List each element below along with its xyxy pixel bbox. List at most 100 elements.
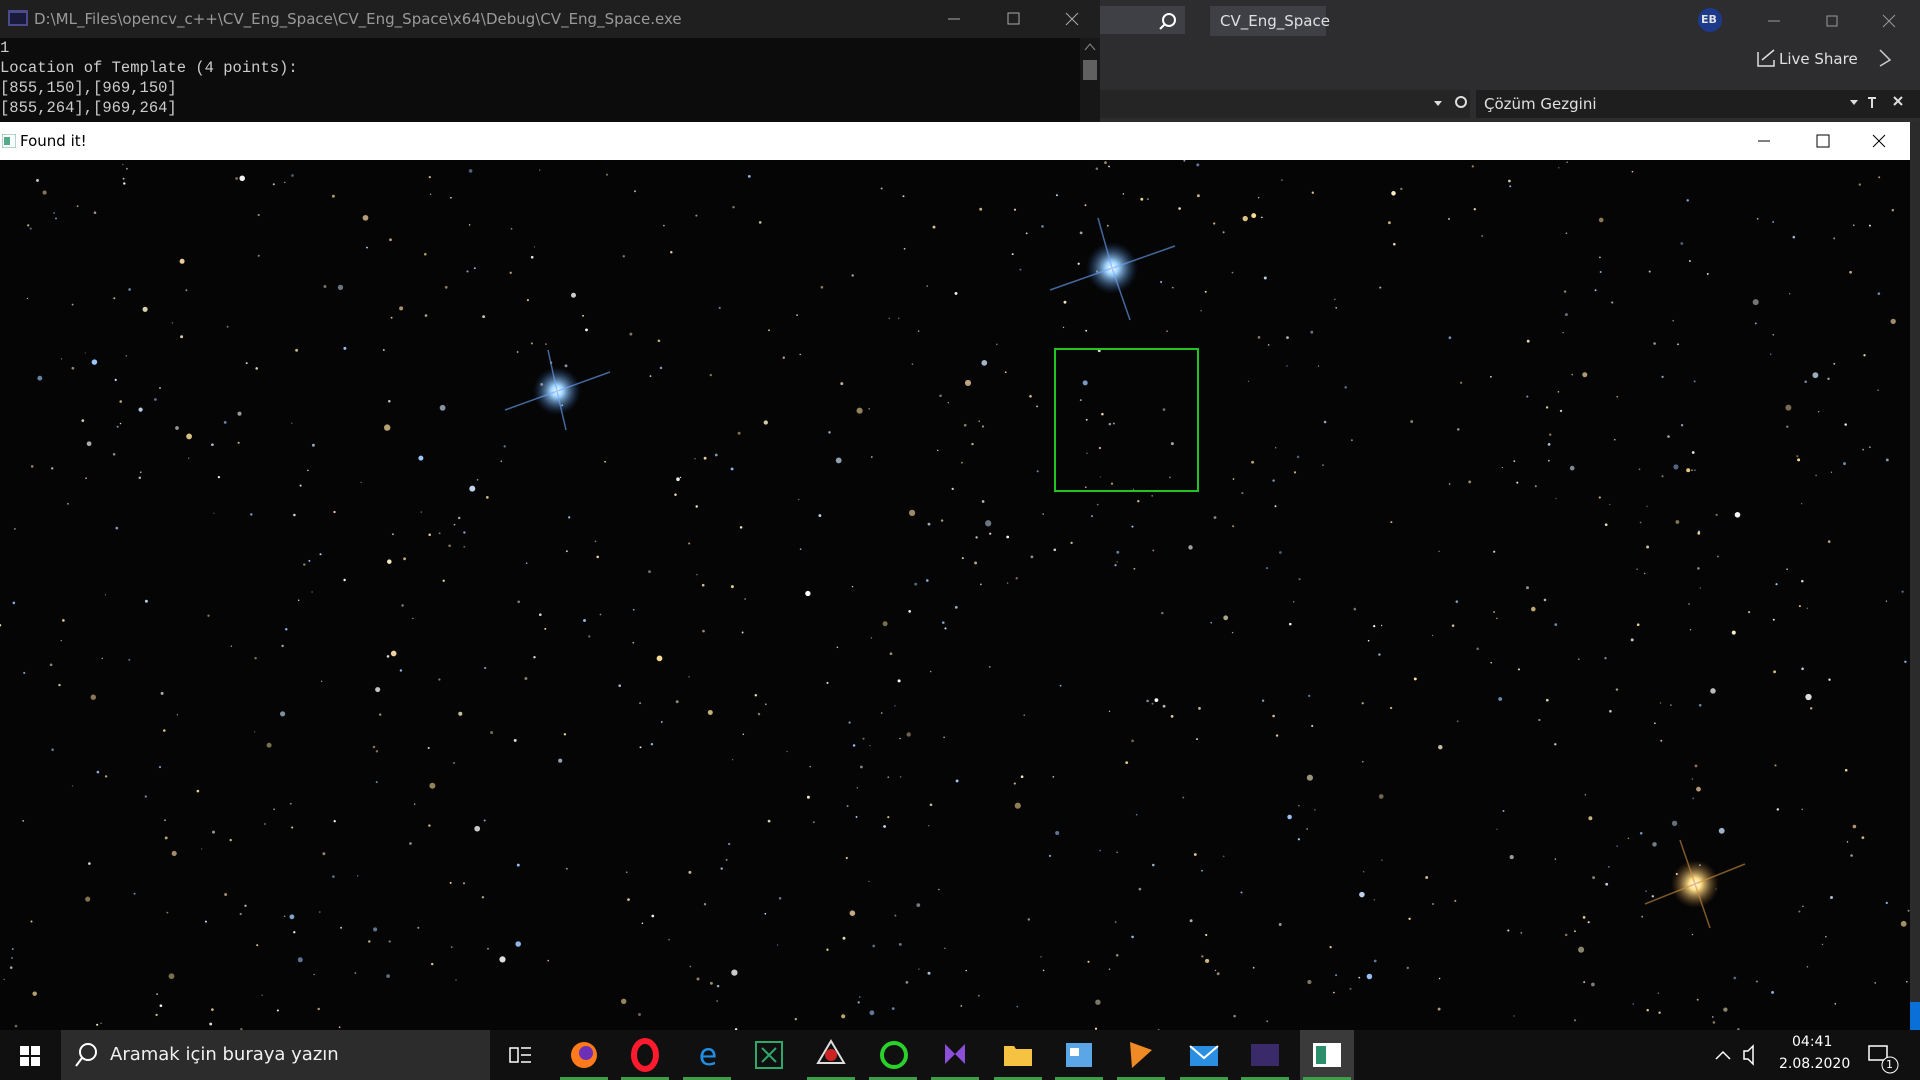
star [1380, 624, 1383, 627]
star [382, 348, 385, 352]
star [1390, 521, 1393, 524]
live-share-button[interactable]: Live Share [1779, 50, 1858, 68]
star [1084, 486, 1087, 489]
star [112, 453, 116, 456]
star [1367, 639, 1370, 642]
star [1082, 380, 1088, 386]
star [1393, 242, 1396, 246]
star [138, 407, 143, 412]
star [30, 920, 33, 923]
star [1501, 466, 1504, 469]
star [1566, 161, 1568, 163]
star [1182, 796, 1185, 799]
star [1490, 661, 1492, 664]
star [1108, 968, 1111, 971]
star [1252, 966, 1255, 969]
star [37, 375, 43, 381]
star [778, 897, 782, 900]
star [703, 456, 707, 460]
star [632, 641, 635, 644]
star-field-image [0, 160, 1910, 1030]
star [3, 978, 5, 981]
star [372, 745, 376, 749]
star [1547, 459, 1550, 462]
star [9, 966, 13, 969]
star [515, 941, 521, 947]
star [49, 663, 53, 667]
star [1108, 165, 1110, 168]
star [1734, 512, 1741, 518]
star [1004, 371, 1007, 374]
star [1013, 208, 1017, 211]
star [758, 221, 762, 224]
star [1571, 373, 1574, 376]
star [1607, 865, 1610, 868]
star [1834, 1003, 1837, 1005]
star [1493, 550, 1496, 553]
star [1099, 849, 1101, 852]
taskbar-icons[interactable]: e [0, 1030, 1920, 1080]
star [1329, 946, 1332, 949]
star [188, 457, 190, 459]
star [1160, 280, 1163, 284]
console-window-controls[interactable] [930, 0, 1100, 38]
star [764, 912, 767, 915]
star [1101, 412, 1104, 416]
star [1448, 336, 1452, 340]
solution-tab[interactable]: CV_Eng_Space [1220, 12, 1330, 30]
star [929, 670, 932, 673]
star [648, 570, 651, 573]
star [517, 600, 521, 604]
star [1265, 566, 1269, 570]
star [1122, 193, 1125, 195]
star [583, 619, 586, 622]
search-box[interactable]: Aramak için buraya yazın [110, 1044, 339, 1065]
star [1040, 956, 1042, 958]
star [1615, 688, 1619, 691]
star [1801, 808, 1804, 811]
star [887, 816, 890, 819]
star [1406, 966, 1410, 970]
star [1565, 232, 1568, 235]
notification-count[interactable]: 1 [1886, 1058, 1893, 1071]
star [1833, 237, 1836, 240]
star [250, 513, 253, 516]
star [1496, 617, 1498, 620]
star [1526, 339, 1530, 343]
star [12, 601, 16, 605]
star [513, 738, 517, 742]
star [1772, 333, 1775, 336]
star [674, 493, 677, 497]
star [882, 621, 888, 627]
star [320, 680, 323, 683]
star [1095, 999, 1101, 1005]
star [1611, 301, 1614, 304]
star [1691, 933, 1694, 936]
star [125, 355, 127, 357]
star [1490, 375, 1492, 378]
star [1507, 929, 1510, 932]
star [660, 721, 663, 723]
viewer-title-bar: Found it! [0, 122, 1910, 160]
star [1801, 579, 1804, 583]
star [1079, 399, 1082, 402]
star [888, 317, 890, 319]
star [1723, 1007, 1728, 1012]
star [1775, 583, 1778, 586]
star [1891, 209, 1894, 212]
console-scrollbar[interactable] [1080, 38, 1100, 122]
star [862, 737, 865, 740]
viewer-window-controls[interactable] [1740, 122, 1910, 160]
star [859, 996, 861, 998]
star [1502, 809, 1505, 812]
star [1874, 982, 1876, 984]
star [639, 746, 642, 749]
clock-date[interactable]: 2.08.2020 [1779, 1056, 1851, 1072]
star [409, 842, 412, 845]
star [1806, 607, 1808, 609]
user-badge[interactable]: EB [1701, 13, 1717, 26]
stars [0, 160, 1910, 1030]
star [1055, 194, 1058, 197]
star [51, 748, 54, 751]
clock-time[interactable]: 04:41 [1792, 1034, 1833, 1050]
